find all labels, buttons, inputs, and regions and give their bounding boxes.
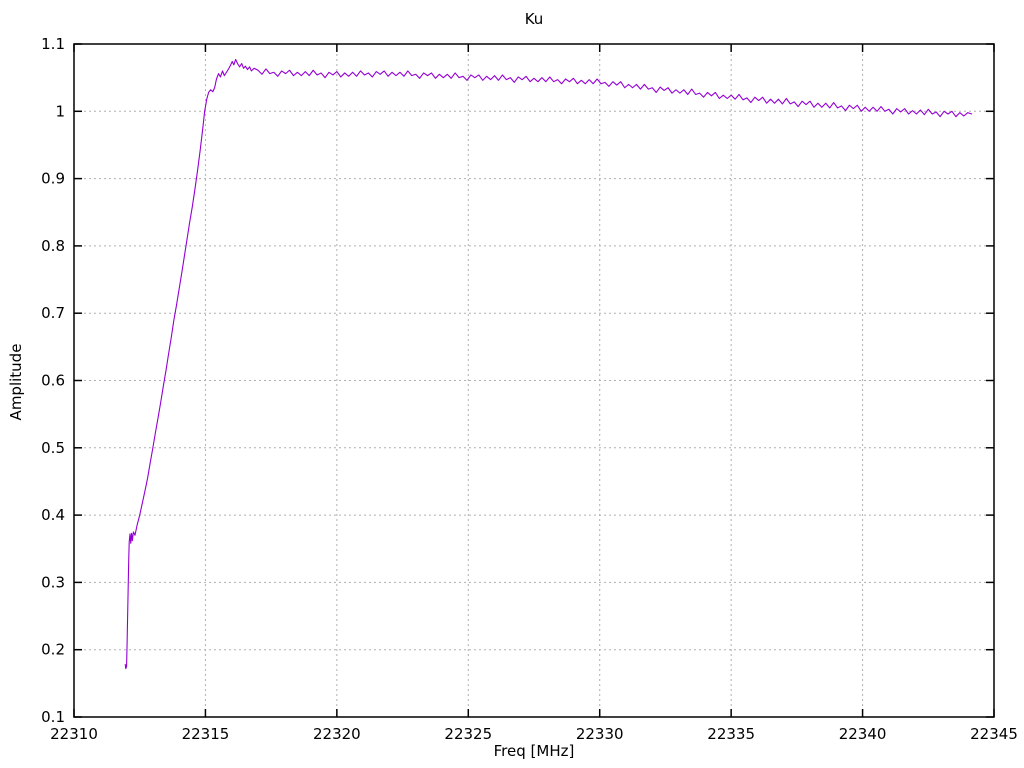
x-tick-labels: 22310 22315 22320 22325 22330 22335 22340 22345 [50, 725, 1018, 743]
y-tick-label: 0.5 [41, 439, 65, 457]
data-line-ku [124, 58, 973, 670]
y-tick-label: 0.6 [41, 372, 65, 390]
x-tick-label: 22330 [576, 725, 624, 743]
x-tick-label: 22310 [50, 725, 98, 743]
x-tick-label: 22340 [839, 725, 887, 743]
x-tick-label: 22315 [182, 725, 230, 743]
y-tick-label: 0.7 [41, 304, 65, 322]
x-axis-label: Freq [MHz] [493, 742, 575, 760]
y-tick-label: 1.1 [41, 35, 65, 53]
x-tick-label: 22335 [707, 725, 755, 743]
plot-border [73, 43, 995, 718]
y-tick-label: 0.3 [41, 573, 65, 591]
x-tick-label: 22345 [970, 725, 1018, 743]
x-tick-label: 22325 [444, 725, 492, 743]
grid-lines [73, 43, 995, 718]
y-tick-labels: 0.1 0.2 0.3 0.4 0.5 0.6 0.7 0.8 0.9 1 1.1 [41, 35, 65, 726]
y-tick-label: 0.1 [41, 708, 65, 726]
y-tick-label: 0.8 [41, 237, 65, 255]
y-tick-label: 0.2 [41, 641, 65, 659]
chart-title: Ku [524, 10, 544, 28]
y-tick-label: 0.4 [41, 506, 65, 524]
y-axis-label: Amplitude [7, 343, 25, 421]
y-tick-label: 0.9 [41, 170, 65, 188]
x-tick-label: 22320 [313, 725, 361, 743]
y-tick-label: 1 [55, 102, 65, 120]
